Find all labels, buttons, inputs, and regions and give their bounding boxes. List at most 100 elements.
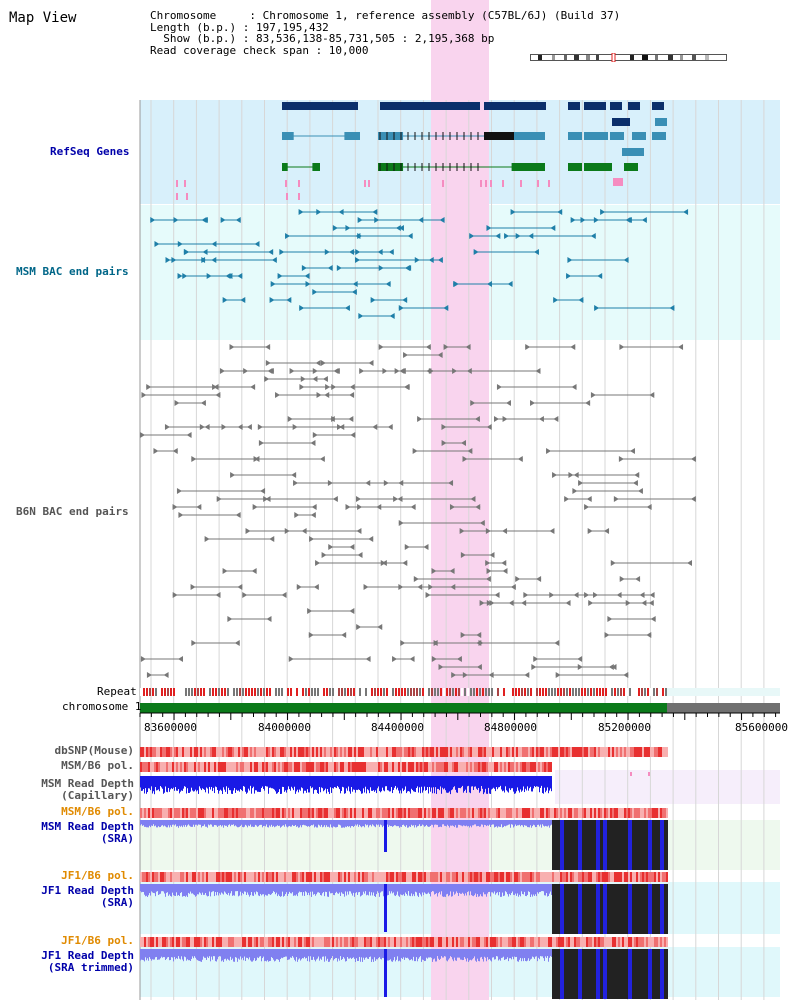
jf1-trim-depth-bar (281, 949, 282, 958)
msm-sra-depth-bar (251, 820, 252, 827)
capillary-depth-bar (516, 776, 517, 792)
msm-bac-pair-end-marker (268, 249, 274, 255)
jf1-trim-depth-bar (509, 949, 510, 959)
jf1-trim-depth-bar (401, 949, 402, 958)
track-label-dbsnp[interactable]: dbSNP(Mouse) (54, 744, 134, 757)
dbsnp-heat (206, 747, 208, 757)
b6n-bac-pair-end-marker (310, 440, 316, 446)
dbsnp-heat (572, 747, 574, 757)
jf1-trim-depth-bar (544, 949, 545, 961)
track-label-msm-depth-sra[interactable]: MSM Read Depth (SRA) (41, 820, 134, 845)
jf1-sra-depth-bar (483, 884, 484, 893)
repeat-block (548, 688, 550, 696)
msm-pol2-heat (174, 808, 176, 818)
capillary-depth-bar (325, 776, 326, 789)
msm-sra-depth-bar (467, 820, 468, 827)
track-label-chromosome[interactable]: chromosome 1 (62, 700, 142, 713)
dbsnp-heat (322, 747, 324, 757)
track-label-msm-depth-capillary[interactable]: MSM Read Depth (Capillary) (41, 777, 134, 802)
jf1-pol-heat (394, 872, 396, 882)
repeat-block (620, 688, 622, 696)
b6n-bac-pair-end-marker (501, 560, 507, 566)
jf1-trim-saturated-blue-stripe (578, 949, 582, 999)
jf1-pol2-heat (532, 937, 534, 947)
jf1-pol-heat (534, 872, 536, 882)
jf1-pol2-heat (520, 937, 522, 947)
msm-bac-pair-end-marker (553, 297, 559, 303)
track-label-repeat[interactable]: Repeat (97, 685, 137, 698)
msm-sra-depth-bar (472, 820, 473, 826)
msm-sra-depth-bar (253, 820, 254, 828)
jf1-sra-depth-bar (421, 884, 422, 897)
b6n-bac-pair-end-marker (571, 384, 577, 390)
track-label-jf1-b6-pol[interactable]: JF1/B6 pol. (61, 869, 134, 882)
jf1-pol2-heat (192, 937, 194, 947)
jf1-sra-depth-bar (469, 884, 470, 896)
msm-sra-depth-bar (419, 820, 420, 825)
capillary-depth-bar (457, 776, 458, 793)
b6n-bac-pair-end-marker (646, 632, 652, 638)
msm-pol2-heat (478, 808, 480, 818)
msm-bac-pair-end-marker (495, 233, 501, 239)
capillary-depth-bar (449, 776, 450, 792)
msm-sra-depth-bar (200, 820, 201, 825)
b6n-bac-pair-end-marker (452, 368, 458, 374)
jf1-pol-heat (604, 872, 606, 882)
msm-sra-depth-bar (417, 820, 418, 827)
msm-sra-depth-bar (207, 820, 208, 828)
msm-pol-heat (442, 762, 444, 772)
msm-sra-depth-bar (299, 820, 300, 828)
msm-sra-depth-bar (515, 820, 516, 825)
jf1-pol2-heat (356, 937, 358, 947)
track-label-jf1-depth-trimmed[interactable]: JF1 Read Depth (SRA trimmed) (41, 949, 134, 974)
msm-sra-depth-bar (320, 820, 321, 827)
msm-sra-depth-bar (528, 820, 529, 828)
capillary-depth-bar (429, 776, 430, 787)
msm-pol2-heat (620, 808, 622, 818)
track-label-refseq[interactable]: RefSeq Genes (50, 145, 130, 158)
jf1-sra-depth-bar (191, 884, 192, 894)
jf1-pol-heat (556, 872, 558, 882)
track-label-msm-bac[interactable]: MSM BAC end pairs (16, 265, 129, 278)
msm-pol-heat (236, 762, 238, 772)
msm-bac-pair-end-marker (301, 265, 307, 271)
jf1-sra-depth-bar (313, 884, 314, 895)
msm-sra-depth-bar (513, 820, 514, 828)
chromosome-ideogram[interactable] (530, 53, 727, 62)
msm-pol-heat (282, 762, 284, 772)
b6n-bac-pair-end-marker (398, 520, 404, 526)
msm-sra-depth-bar (498, 820, 499, 827)
repeat-block (479, 688, 481, 696)
jf1-pol2-heat (234, 937, 236, 947)
b6n-bac-pair-end-marker (294, 512, 300, 518)
msm-pol-heat (272, 762, 274, 772)
jf1-sra-depth-bar (438, 884, 439, 894)
msm-pol2-heat (518, 808, 520, 818)
track-label-msm-b6-pol[interactable]: MSM/B6 pol. (61, 759, 134, 772)
jf1-trim-depth-bar (543, 949, 544, 959)
b6n-bac-pair-end-marker (320, 360, 326, 366)
jf1-trim-depth-bar (451, 949, 452, 958)
jf1-pol-heat (240, 872, 242, 882)
jf1-sra-depth-bar (499, 884, 500, 893)
jf1-trim-depth-bar (231, 949, 232, 960)
msm-bac-pair-end-marker (504, 233, 510, 239)
b6n-bac-pair-end-marker (402, 560, 408, 566)
dbsnp-heat (582, 747, 584, 757)
jf1-trim-depth-bar (530, 949, 531, 960)
jf1-pol-heat (210, 872, 212, 882)
track-label-jf1-depth-sra[interactable]: JF1 Read Depth (SRA) (41, 884, 134, 909)
track-label-jf1-b6-pol-2[interactable]: JF1/B6 pol. (61, 934, 134, 947)
dbsnp-heat (470, 747, 472, 757)
msm-sra-depth-bar (356, 820, 357, 826)
jf1-pol2-heat (266, 937, 268, 947)
jf1-pol-heat (236, 872, 238, 882)
track-label-b6n-bac[interactable]: B6N BAC end pairs (16, 505, 129, 518)
jf1-pol-heat (568, 872, 570, 882)
dbsnp-heat (368, 747, 370, 757)
msm-pol-heat (384, 762, 386, 772)
dbsnp-heat (214, 747, 216, 757)
jf1-pol-heat (262, 872, 264, 882)
track-label-msm-b6-pol-2[interactable]: MSM/B6 pol. (61, 805, 134, 818)
